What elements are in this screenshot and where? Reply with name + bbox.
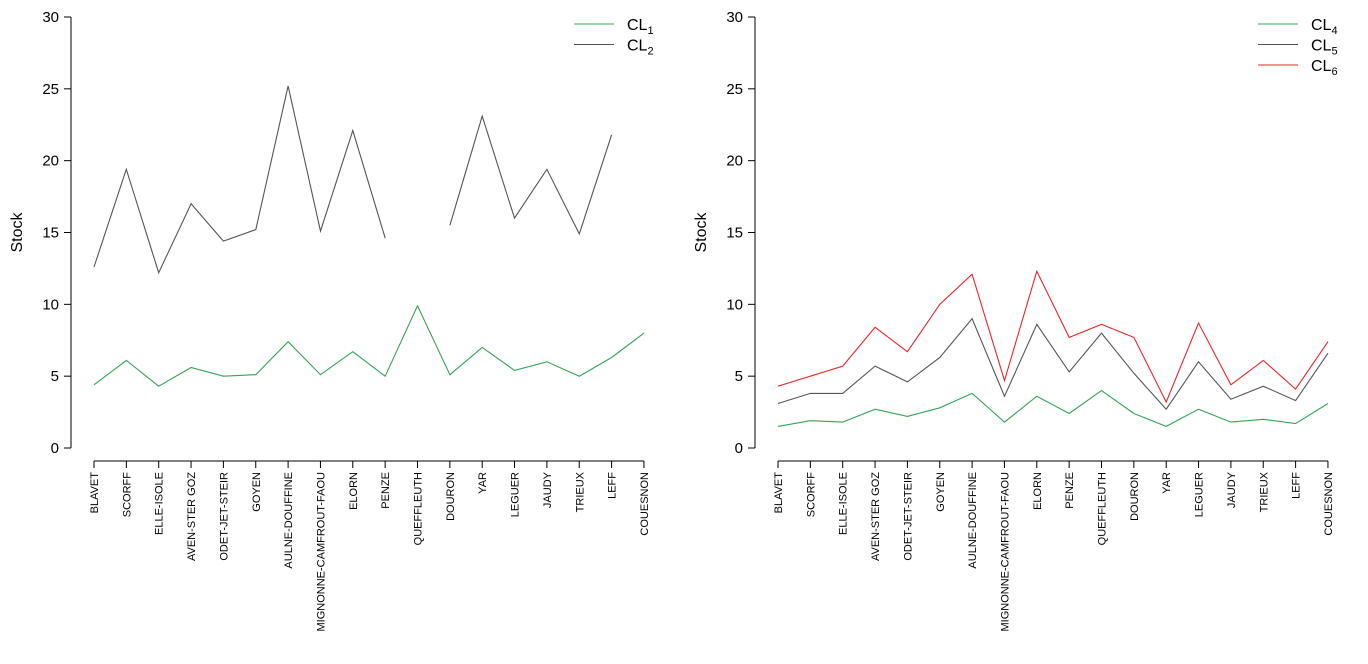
x-tick-label: BLAVET xyxy=(773,472,785,514)
y-tick-label: 30 xyxy=(42,9,59,26)
x-tick-label: ODET-JET-STEIR xyxy=(218,472,230,561)
x-tick-label: ODET-JET-STEIR xyxy=(902,472,914,561)
x-tick-label: DOURON xyxy=(1129,472,1141,521)
y-tick-label: 5 xyxy=(735,368,743,385)
legend-label-main: CL xyxy=(1311,38,1332,55)
y-tick-label: 10 xyxy=(726,296,743,313)
legend-label-subscript: 4 xyxy=(1331,25,1337,37)
y-tick-label: 20 xyxy=(42,153,59,170)
y-tick-label: 0 xyxy=(51,440,59,457)
x-tick-label: ELORN xyxy=(1032,472,1044,510)
x-tick-label: QUEFFLEUTH xyxy=(1097,472,1109,545)
x-tick-label: SCORFF xyxy=(805,472,817,518)
x-tick-label: LEFF xyxy=(1291,472,1303,499)
legend-label-cl6: CL6 xyxy=(1311,58,1338,78)
legend-label-cl2: CL2 xyxy=(627,38,654,58)
y-axis-label: Stock xyxy=(9,211,26,252)
series-line-cl6 xyxy=(777,269,1329,404)
x-tick-label: LEGUER xyxy=(510,472,522,517)
x-tick-label: BLAVET xyxy=(89,472,101,514)
x-tick-label: AVEN-STER GOZ xyxy=(186,472,198,561)
legend-label-subscript: 5 xyxy=(1331,46,1337,58)
x-tick-label: GOYEN xyxy=(251,472,263,512)
y-tick-label: 15 xyxy=(42,225,59,242)
series-line-cl5 xyxy=(777,317,1329,411)
x-tick-label: AVEN-STER GOZ xyxy=(870,472,882,561)
x-tick-label: MIGNONNE-CAMFROUT-FAOU xyxy=(999,472,1011,632)
series-line-cl1 xyxy=(93,304,645,387)
x-tick-label: SCORFF xyxy=(121,472,133,518)
legend-label-main: CL xyxy=(1311,17,1332,34)
y-tick-label: 5 xyxy=(51,368,59,385)
y-tick-label: 10 xyxy=(42,296,59,313)
y-tick-label: 25 xyxy=(726,81,743,98)
series-line-cl4 xyxy=(777,389,1329,428)
y-axis-label: Stock xyxy=(693,211,710,252)
y-tick-label: 30 xyxy=(726,9,743,26)
legend-label-subscript: 6 xyxy=(1331,66,1337,78)
x-tick-label: PENZE xyxy=(380,472,392,509)
legend-label-main: CL xyxy=(627,17,648,34)
x-tick-label: COUESNON xyxy=(639,472,651,536)
legend-label-main: CL xyxy=(1311,58,1332,75)
legend-label-cl5: CL5 xyxy=(1311,38,1338,58)
x-tick-label: DOURON xyxy=(445,472,457,521)
y-tick-label: 15 xyxy=(726,225,743,242)
x-tick-label: JAUDY xyxy=(542,471,554,508)
y-tick-label: 0 xyxy=(735,440,743,457)
x-tick-label: ELORN xyxy=(348,472,360,510)
x-tick-label: YAR xyxy=(1161,472,1173,494)
legend-label-subscript: 1 xyxy=(647,25,653,37)
series-line-cl2 xyxy=(449,114,613,236)
legend-label-cl4: CL4 xyxy=(1311,17,1338,37)
x-tick-label: AULNE-DOUFFINE xyxy=(967,472,979,569)
x-tick-label: ELLE-ISOLE xyxy=(154,472,166,535)
legend-label-main: CL xyxy=(627,38,648,55)
x-tick-label: QUEFFLEUTH xyxy=(413,472,425,545)
legend-label-subscript: 2 xyxy=(647,46,653,58)
y-tick-label: 20 xyxy=(726,153,743,170)
x-tick-label: LEFF xyxy=(607,472,619,499)
x-tick-label: TRIEUX xyxy=(574,471,586,512)
y-tick-label: 25 xyxy=(42,81,59,98)
legend-label-cl1: CL1 xyxy=(627,17,654,37)
x-tick-label: ELLE-ISOLE xyxy=(838,472,850,535)
x-tick-label: JAUDY xyxy=(1226,471,1238,508)
x-tick-label: TRIEUX xyxy=(1258,471,1270,512)
x-tick-label: PENZE xyxy=(1064,472,1076,509)
x-tick-label: COUESNON xyxy=(1323,472,1335,536)
x-tick-label: YAR xyxy=(477,472,489,494)
x-tick-label: AULNE-DOUFFINE xyxy=(283,472,295,569)
chart-left: 0 5 10 15 20 25 30 Stock BLAVET SCORFF ELLE-ISOLE A… xyxy=(9,9,654,632)
x-tick-label: MIGNONNE-CAMFROUT-FAOU xyxy=(315,472,327,632)
x-tick-label: GOYEN xyxy=(935,472,947,512)
chart-right: 0 5 10 15 20 25 30 Stock BLAVET SCORFF ELLE-ISOLE A… xyxy=(693,9,1338,632)
series-line-cl2 xyxy=(93,85,386,275)
x-tick-label: LEGUER xyxy=(1194,472,1206,517)
